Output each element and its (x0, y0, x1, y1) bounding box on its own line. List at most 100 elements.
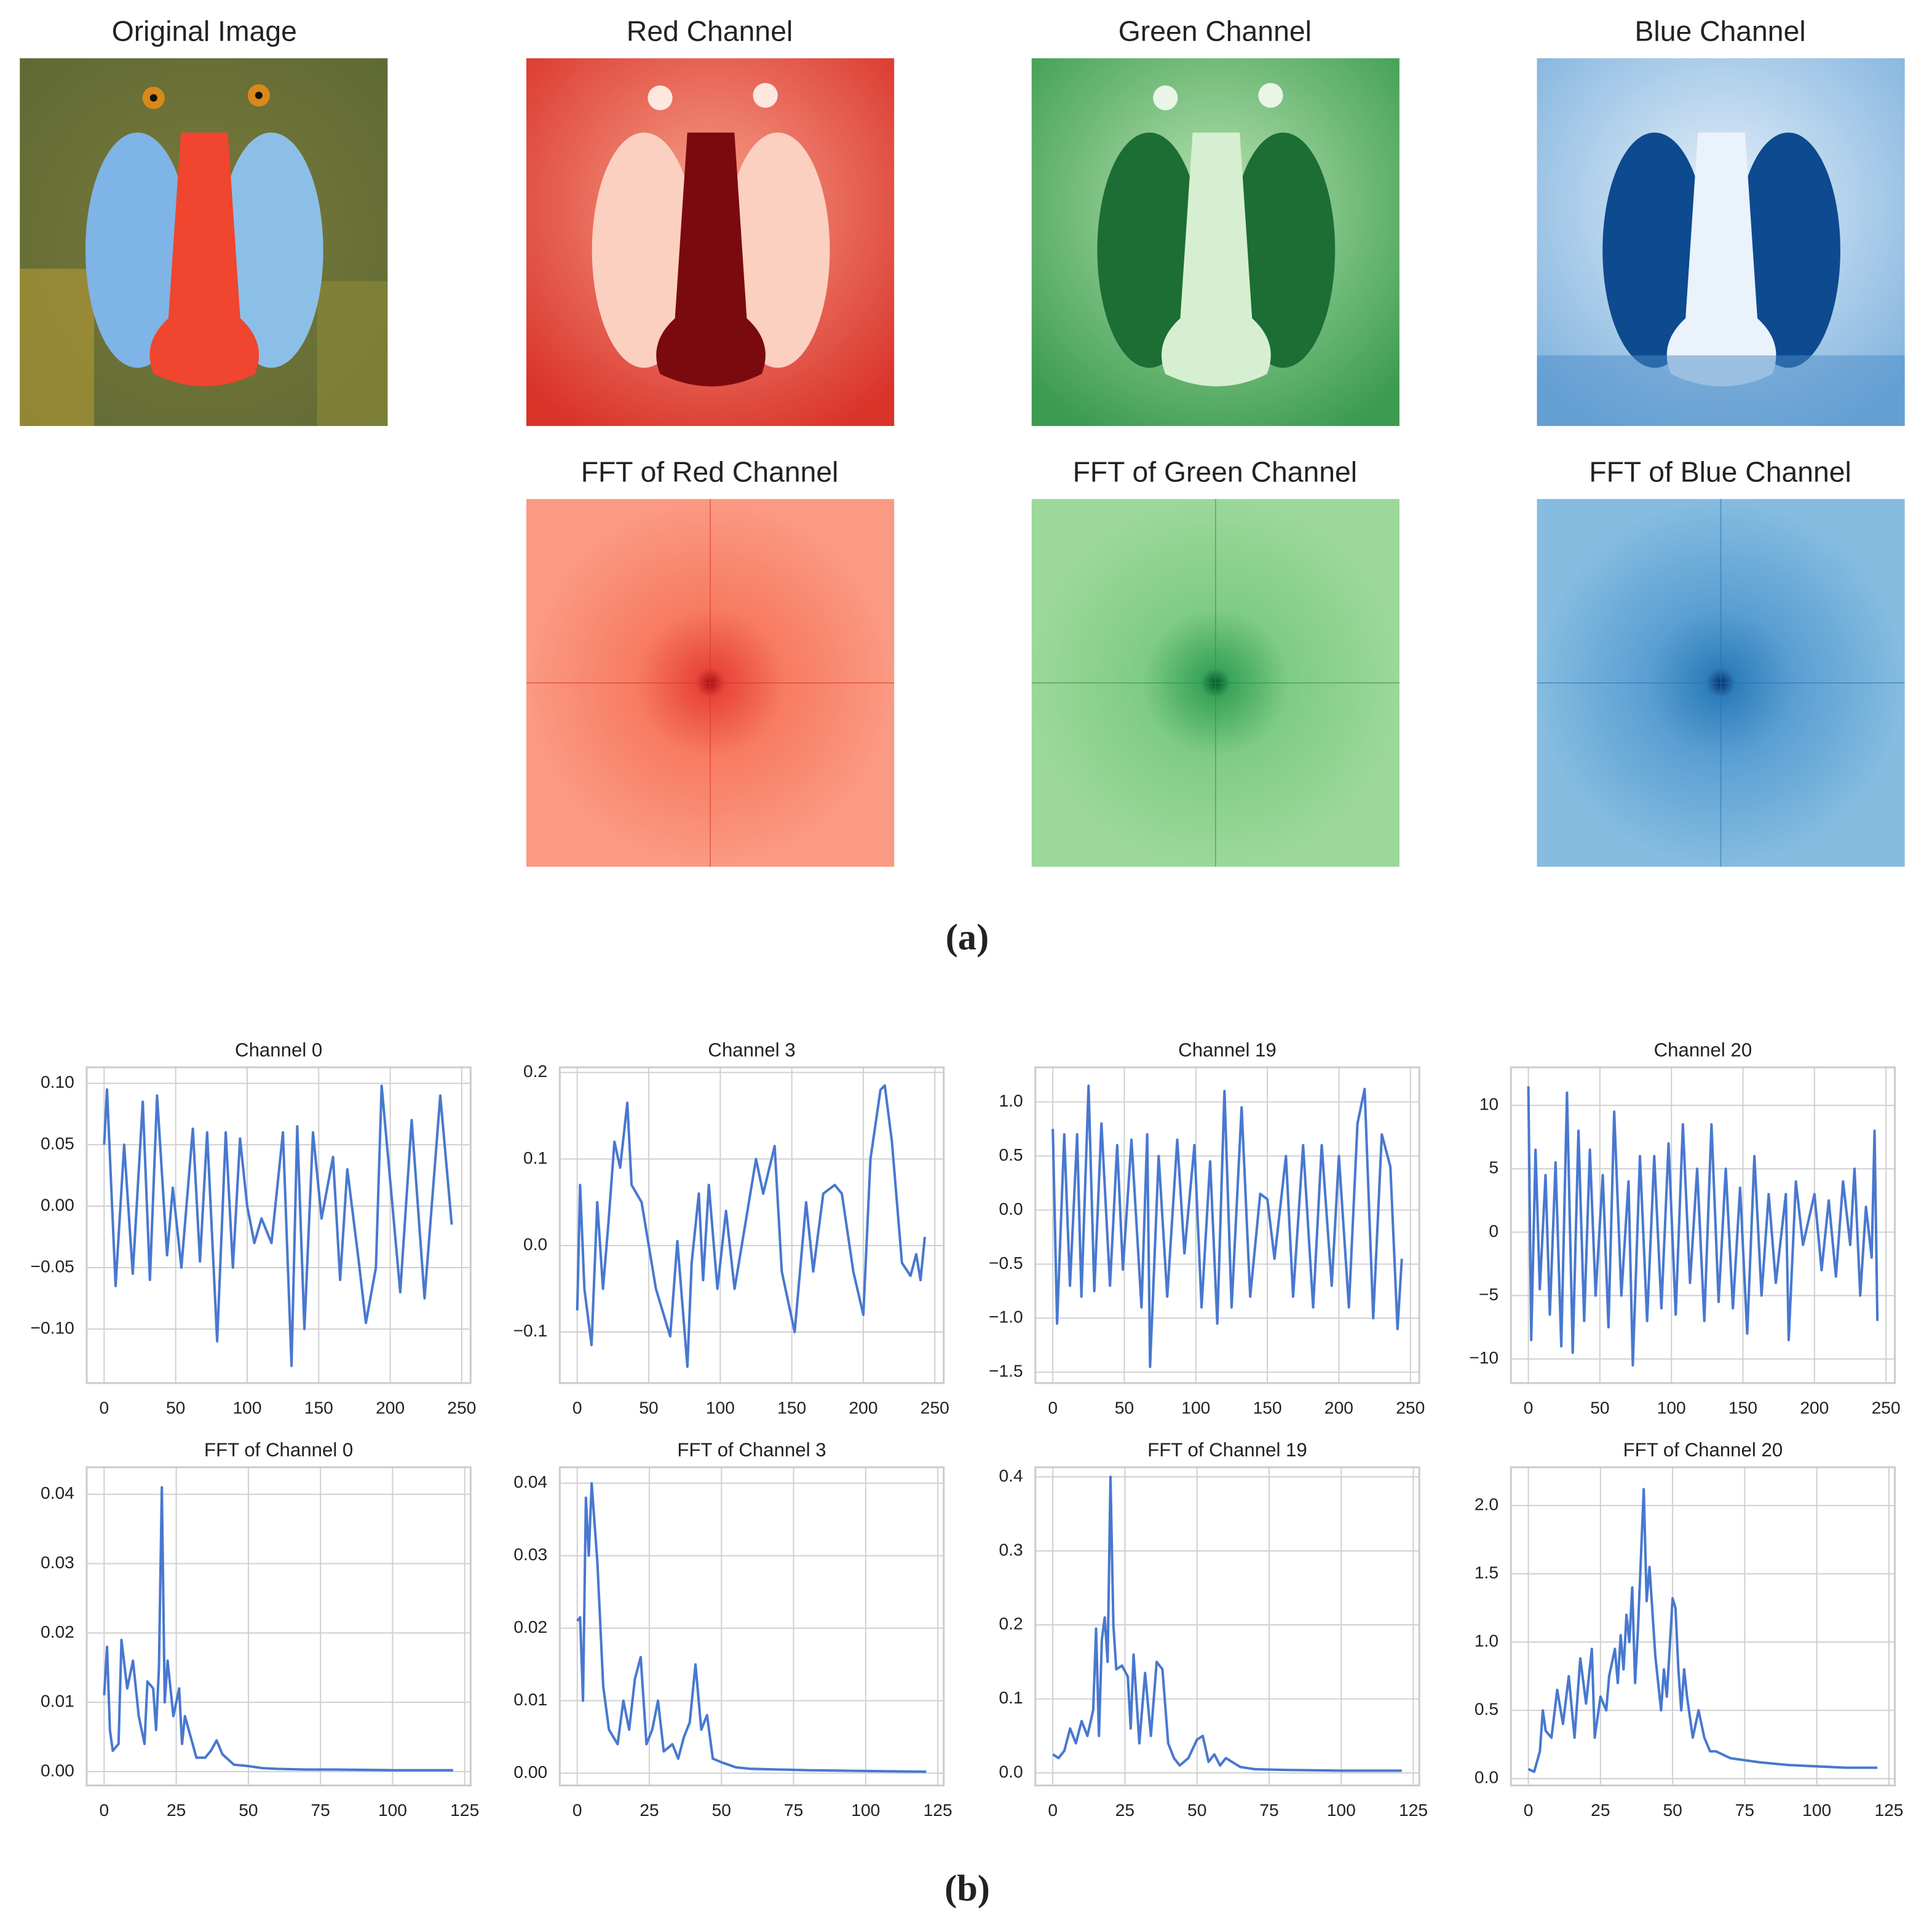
x-tick-label: 150 (1253, 1398, 1282, 1418)
chart-title: FFT of Channel 0 (204, 1439, 353, 1461)
fft-green-image (1031, 499, 1400, 867)
y-tick-label: 1.0 (1475, 1631, 1498, 1651)
y-tick-label: 0.3 (999, 1539, 1023, 1559)
y-tick-label: 0.01 (41, 1691, 74, 1711)
line (1527, 1086, 1879, 1367)
x-tick-label: 0 (572, 1800, 582, 1820)
x-tick-label: 25 (639, 1800, 659, 1820)
y-tick-label: −0.5 (989, 1253, 1023, 1273)
axes-frame (85, 1466, 472, 1786)
y-tick-label: −0.1 (513, 1320, 548, 1340)
y-tick-label: 1.0 (999, 1091, 1023, 1110)
chart-title: Channel 19 (1178, 1039, 1277, 1060)
x-tick-label: 50 (239, 1800, 258, 1820)
caption: (b) (944, 1868, 990, 1909)
x-tick-label: 125 (1399, 1800, 1428, 1820)
caption: (a) (946, 917, 989, 958)
x-tick-label: 100 (706, 1398, 735, 1418)
x-tick-label: 250 (447, 1398, 476, 1418)
chart-title: Channel 0 (235, 1039, 322, 1060)
x-tick-label: 50 (1590, 1398, 1609, 1418)
y-tick-label: −10 (1469, 1348, 1498, 1367)
green-channel-image (1031, 58, 1400, 426)
x-tick-label: 25 (167, 1800, 186, 1820)
y-tick-label: 0.00 (41, 1760, 74, 1780)
line (576, 1482, 927, 1774)
axes-frame (1510, 1466, 1896, 1786)
image-title: Blue Channel (1635, 15, 1806, 47)
y-tick-label: 0.03 (513, 1544, 547, 1564)
x-tick-label: 100 (1327, 1800, 1356, 1820)
fft-blue-image (1537, 499, 1905, 867)
y-tick-label: 2.0 (1475, 1494, 1498, 1513)
x-tick-label: 50 (1663, 1800, 1682, 1820)
line (103, 1084, 453, 1367)
y-tick-label: 0.00 (513, 1762, 547, 1782)
x-tick-label: 250 (1396, 1398, 1425, 1418)
x-tick-label: 200 (1324, 1398, 1353, 1418)
x-tick-label: 0 (100, 1398, 109, 1418)
line (1052, 1475, 1402, 1772)
y-tick-label: 1.5 (1475, 1563, 1498, 1582)
line (1051, 1084, 1403, 1368)
x-tick-label: 125 (1874, 1800, 1903, 1820)
y-tick-label: 0.0 (523, 1234, 547, 1254)
x-tick-label: 0 (1048, 1800, 1058, 1820)
axes-frame (85, 1066, 472, 1384)
x-tick-label: 125 (450, 1800, 479, 1820)
y-tick-label: 0.02 (41, 1622, 74, 1641)
chart-title: FFT of Channel 3 (677, 1439, 826, 1461)
chart-title: Channel 20 (1654, 1039, 1752, 1060)
x-tick-label: 100 (1802, 1800, 1831, 1820)
x-tick-label: 75 (1735, 1800, 1754, 1820)
image-title: Original Image (112, 15, 297, 47)
x-tick-label: 75 (311, 1800, 330, 1820)
axes-frame (1510, 1066, 1896, 1384)
red-channel-image (526, 58, 895, 426)
y-tick-label: 0 (1489, 1221, 1498, 1241)
image-title: Green Channel (1118, 15, 1312, 47)
x-tick-label: 0 (100, 1800, 109, 1820)
x-tick-label: 0 (1048, 1398, 1058, 1418)
original-image (20, 58, 388, 426)
line (103, 1486, 453, 1772)
y-tick-label: 0.0 (999, 1761, 1023, 1781)
chart-title: Channel 3 (708, 1039, 795, 1060)
line (576, 1084, 927, 1368)
x-tick-label: 150 (777, 1398, 806, 1418)
x-tick-label: 0 (572, 1398, 582, 1418)
y-tick-label: 0.2 (523, 1061, 547, 1081)
fft-red-image (526, 499, 895, 867)
x-tick-label: 25 (1591, 1800, 1610, 1820)
chart-title: FFT of Channel 20 (1623, 1439, 1783, 1461)
y-tick-label: 0.10 (41, 1072, 74, 1092)
x-tick-label: 75 (1259, 1800, 1278, 1820)
x-tick-label: 100 (378, 1800, 407, 1820)
axes-frame (1034, 1066, 1420, 1384)
image-title: FFT of Green Channel (1073, 456, 1358, 488)
y-tick-label: 0.04 (513, 1472, 547, 1491)
y-tick-label: −1.0 (989, 1307, 1023, 1327)
y-tick-label: 0.5 (999, 1145, 1023, 1164)
x-tick-label: 125 (924, 1800, 952, 1820)
y-tick-label: 0.1 (999, 1687, 1023, 1707)
y-tick-label: 0.01 (513, 1689, 547, 1709)
x-tick-label: 50 (639, 1398, 658, 1418)
x-tick-label: 200 (849, 1398, 877, 1418)
y-tick-label: 0.05 (41, 1134, 74, 1153)
x-tick-label: 50 (1187, 1800, 1206, 1820)
y-tick-label: 0.1 (523, 1148, 547, 1167)
x-tick-label: 200 (1800, 1398, 1829, 1418)
image-title: Red Channel (627, 15, 793, 47)
x-tick-label: 100 (851, 1800, 880, 1820)
x-tick-label: 0 (1524, 1398, 1534, 1418)
axes-frame (1034, 1466, 1420, 1786)
y-tick-label: 0.02 (513, 1617, 547, 1636)
x-tick-label: 50 (1115, 1398, 1134, 1418)
x-tick-label: 75 (784, 1800, 803, 1820)
x-tick-label: 100 (1181, 1398, 1210, 1418)
y-tick-label: −0.10 (31, 1317, 74, 1337)
blue-channel-image (1537, 58, 1905, 426)
